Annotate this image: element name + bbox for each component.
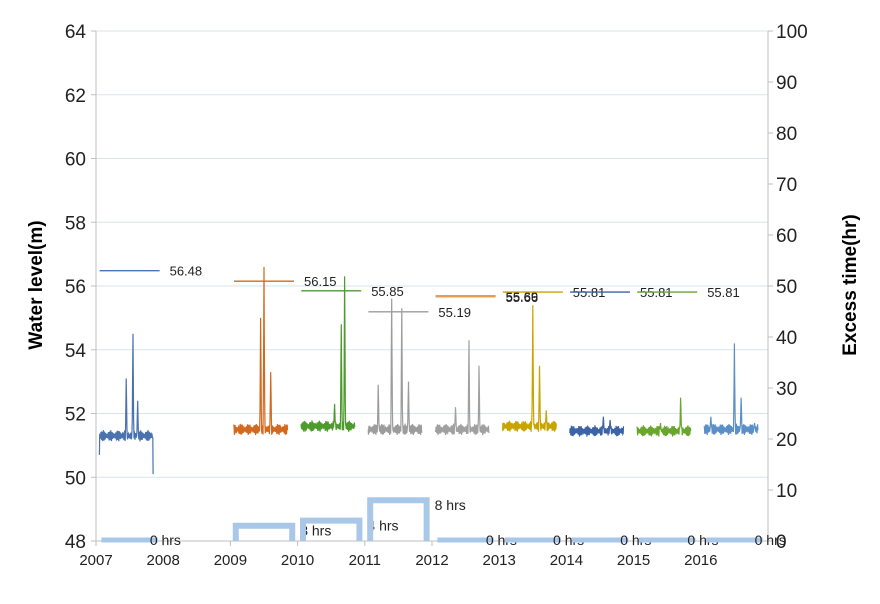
y-tick-label: 48: [65, 532, 86, 553]
water-level-series-2009: [233, 266, 289, 436]
water-level-series-2010: [300, 276, 356, 433]
x-tick-label: 2009: [214, 552, 247, 569]
x-tick-label: 2008: [147, 552, 180, 569]
water-level-series-2007: [98, 333, 154, 475]
y2-tick-label: 10: [776, 481, 797, 502]
y-tick-label: 56: [65, 277, 86, 298]
water-level-series-2016: [703, 343, 759, 436]
excess-label: 0 hrs: [553, 532, 584, 548]
excess-label: 0 hrs: [687, 532, 718, 548]
x-tick-label: 2015: [617, 552, 650, 569]
y2-tick-label: 100: [776, 22, 808, 43]
x-tick-label: 2016: [684, 552, 717, 569]
water-level-series-2012: [434, 340, 490, 436]
water-level-series-2015: [636, 397, 692, 437]
excess-label: 0 hrs: [150, 532, 181, 548]
threshold-label: 55.81: [707, 285, 740, 300]
excess-time-layer: 0 hrs 3 hrs 4 hrs 8 hrs 0 hrs 0 hrs 0 hrs 0 hrs…: [101, 497, 786, 548]
x-tick-label: 2012: [415, 552, 448, 569]
excess-bar: [299, 517, 363, 541]
x-tick-label: 2010: [281, 552, 314, 569]
y-tick-label: 64: [65, 22, 87, 43]
axis-layer: 48 50 52 54 56 58 60 62 64 0 10 20 30 40 50 60 70 80 90 100…: [65, 22, 808, 569]
excess-label: 8 hrs: [435, 497, 466, 513]
grid-layer: [96, 30, 768, 478]
x-tick-label: 2007: [79, 552, 112, 569]
excess-label: 4 hrs: [367, 518, 398, 534]
y-tick-label: 50: [65, 468, 86, 489]
y2-tick-label: 80: [776, 124, 797, 145]
excess-bar: [232, 522, 296, 541]
y-tick-label: 62: [65, 86, 86, 107]
y2-tick-label: 20: [776, 430, 797, 451]
y-axis-title: Water level(m): [26, 220, 47, 349]
excess-label: 0 hrs: [620, 532, 651, 548]
water-level-series-2011: [367, 298, 423, 436]
y-tick-label: 60: [65, 150, 86, 171]
threshold-label-extra: 55.66: [506, 290, 539, 305]
y-tick-label: 58: [65, 213, 86, 234]
excess-label: 0 hrs: [755, 532, 786, 548]
y-tick-label: 52: [65, 405, 86, 426]
x-tick-label: 2013: [483, 552, 516, 569]
y2-axis-title: Excess time(hr): [840, 214, 861, 356]
excess-label: 0 hrs: [486, 532, 517, 548]
threshold-label: 56.15: [304, 274, 337, 289]
y2-tick-label: 40: [776, 328, 797, 349]
threshold-label: 56.48: [170, 264, 203, 279]
y2-tick-label: 30: [776, 379, 797, 400]
water-level-series-2013: [502, 305, 557, 432]
y2-tick-label: 90: [776, 73, 797, 94]
water-level-series-2014: [569, 416, 625, 437]
y-tick-label: 54: [65, 341, 87, 362]
series-layer: [98, 266, 759, 475]
y2-tick-label: 0: [776, 532, 787, 553]
y2-tick-label: 60: [776, 226, 797, 247]
threshold-label: 55.85: [371, 284, 404, 299]
threshold-label: 55.19: [438, 305, 471, 320]
y2-tick-label: 70: [776, 175, 797, 196]
excess-label: 3 hrs: [300, 523, 331, 539]
y2-tick-label: 50: [776, 277, 797, 298]
x-tick-label: 2014: [550, 552, 583, 569]
excess-bar: [367, 497, 430, 541]
x-tick-label: 2011: [349, 552, 381, 569]
